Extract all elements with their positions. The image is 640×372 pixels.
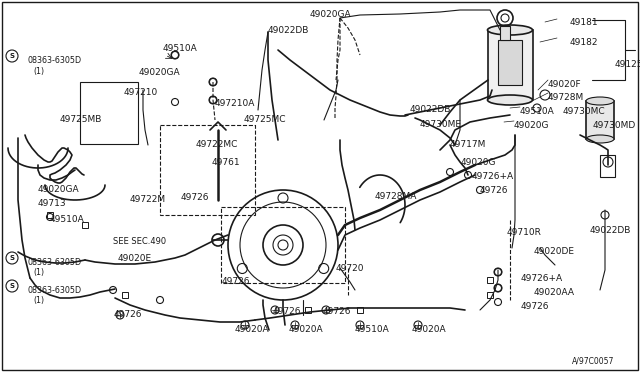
Bar [305, 307, 311, 313]
Text: 49020A: 49020A [412, 325, 447, 334]
Text: 49726: 49726 [323, 307, 351, 316]
Text: S: S [10, 283, 15, 289]
Text: 49722MC: 49722MC [196, 140, 238, 149]
Bar [586, 101, 614, 139]
Text: A/97C0057: A/97C0057 [572, 357, 614, 366]
Text: 49020F: 49020F [548, 80, 582, 89]
Text: 497210: 497210 [124, 88, 158, 97]
Text: 49728M: 49728M [548, 93, 584, 102]
Text: 49730MD: 49730MD [593, 121, 636, 130]
Text: S: S [10, 255, 15, 261]
Bar [488, 30, 533, 100]
Text: 49713: 49713 [38, 199, 67, 208]
Bar [487, 292, 493, 298]
Text: 49726+A: 49726+A [472, 172, 514, 181]
Text: 49022DB: 49022DB [268, 26, 309, 35]
Bar [82, 222, 88, 228]
Text: 49020AA: 49020AA [534, 288, 575, 297]
Text: (1): (1) [33, 296, 44, 305]
Bar [221, 207, 345, 283]
Text: 49726: 49726 [114, 310, 143, 319]
Bar [160, 125, 255, 215]
Text: (1): (1) [33, 268, 44, 277]
Text: 49726: 49726 [521, 302, 550, 311]
Text: S: S [10, 53, 15, 59]
Text: 49761: 49761 [212, 158, 241, 167]
Text: 49020GA: 49020GA [38, 185, 79, 194]
Bar [357, 307, 363, 313]
Text: 49182: 49182 [570, 38, 598, 47]
Text: 497210A: 497210A [215, 99, 255, 108]
Bar [500, 26, 510, 40]
Text: 49020G: 49020G [514, 121, 550, 130]
Text: 49022DB: 49022DB [410, 105, 451, 114]
Text: 49022DB: 49022DB [590, 226, 632, 235]
Text: 49510A: 49510A [355, 325, 390, 334]
Bar [498, 40, 522, 85]
Text: 49181: 49181 [570, 18, 598, 27]
Bar [80, 82, 138, 144]
Text: 49510A: 49510A [520, 107, 555, 116]
Bar [47, 212, 53, 218]
Text: 49125: 49125 [615, 60, 640, 69]
Ellipse shape [586, 97, 614, 105]
Text: 49726: 49726 [222, 277, 250, 286]
Bar [122, 292, 128, 298]
Text: 49020DE: 49020DE [534, 247, 575, 256]
Text: 49726: 49726 [181, 193, 209, 202]
Text: 08363-6305D: 08363-6305D [28, 258, 82, 267]
Text: 49726+A: 49726+A [521, 274, 563, 283]
Text: 49510A: 49510A [163, 44, 198, 53]
Text: 49710R: 49710R [507, 228, 542, 237]
Text: 49020A: 49020A [289, 325, 324, 334]
Text: 49020G: 49020G [461, 158, 497, 167]
Ellipse shape [586, 135, 614, 143]
Bar [600, 155, 615, 177]
Text: 49725MC: 49725MC [244, 115, 287, 124]
Text: 49020A: 49020A [235, 325, 269, 334]
Text: 49730ME: 49730ME [420, 120, 462, 129]
Text: 08363-6305D: 08363-6305D [28, 56, 82, 65]
Text: 49725MB: 49725MB [60, 115, 102, 124]
Text: 49020GA: 49020GA [139, 68, 180, 77]
Text: 49728MA: 49728MA [375, 192, 417, 201]
Text: 08363-6305D: 08363-6305D [28, 286, 82, 295]
Bar [487, 277, 493, 283]
Text: 49720: 49720 [336, 264, 365, 273]
Text: SEE SEC.490: SEE SEC.490 [113, 237, 166, 246]
Text: 49717M: 49717M [450, 140, 486, 149]
Ellipse shape [488, 25, 532, 35]
Text: 49510A: 49510A [50, 215, 84, 224]
Text: (1): (1) [33, 67, 44, 76]
Text: 49730MC: 49730MC [563, 107, 605, 116]
Text: 49020GA: 49020GA [310, 10, 351, 19]
Text: 49020E: 49020E [118, 254, 152, 263]
Ellipse shape [488, 95, 532, 105]
Text: 49726: 49726 [480, 186, 509, 195]
Text: 49722M: 49722M [130, 195, 166, 204]
Text: 49726: 49726 [273, 307, 301, 316]
